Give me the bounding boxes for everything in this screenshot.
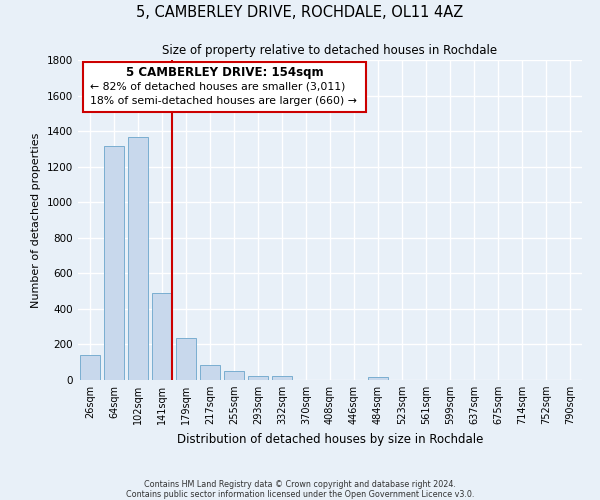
Text: Contains public sector information licensed under the Open Government Licence v3: Contains public sector information licen…	[126, 490, 474, 499]
Bar	[248, 376, 268, 380]
Bar	[83, 62, 366, 112]
Text: ← 82% of detached houses are smaller (3,011): ← 82% of detached houses are smaller (3,…	[90, 82, 346, 92]
Text: 5 CAMBERLEY DRIVE: 154sqm: 5 CAMBERLEY DRIVE: 154sqm	[125, 66, 323, 79]
Text: 18% of semi-detached houses are larger (660) →: 18% of semi-detached houses are larger (…	[90, 96, 357, 106]
Bar	[152, 293, 172, 380]
Bar	[104, 146, 124, 380]
Title: Size of property relative to detached houses in Rochdale: Size of property relative to detached ho…	[163, 44, 497, 58]
X-axis label: Distribution of detached houses by size in Rochdale: Distribution of detached houses by size …	[177, 432, 483, 446]
Text: 5, CAMBERLEY DRIVE, ROCHDALE, OL11 4AZ: 5, CAMBERLEY DRIVE, ROCHDALE, OL11 4AZ	[136, 5, 464, 20]
Y-axis label: Number of detached properties: Number of detached properties	[31, 132, 41, 308]
Bar	[368, 377, 388, 380]
Bar	[200, 365, 220, 380]
Bar	[272, 376, 292, 380]
Bar	[224, 371, 244, 380]
Bar	[176, 338, 196, 380]
Bar	[128, 138, 148, 380]
Text: Contains HM Land Registry data © Crown copyright and database right 2024.: Contains HM Land Registry data © Crown c…	[144, 480, 456, 489]
Bar	[80, 355, 100, 380]
